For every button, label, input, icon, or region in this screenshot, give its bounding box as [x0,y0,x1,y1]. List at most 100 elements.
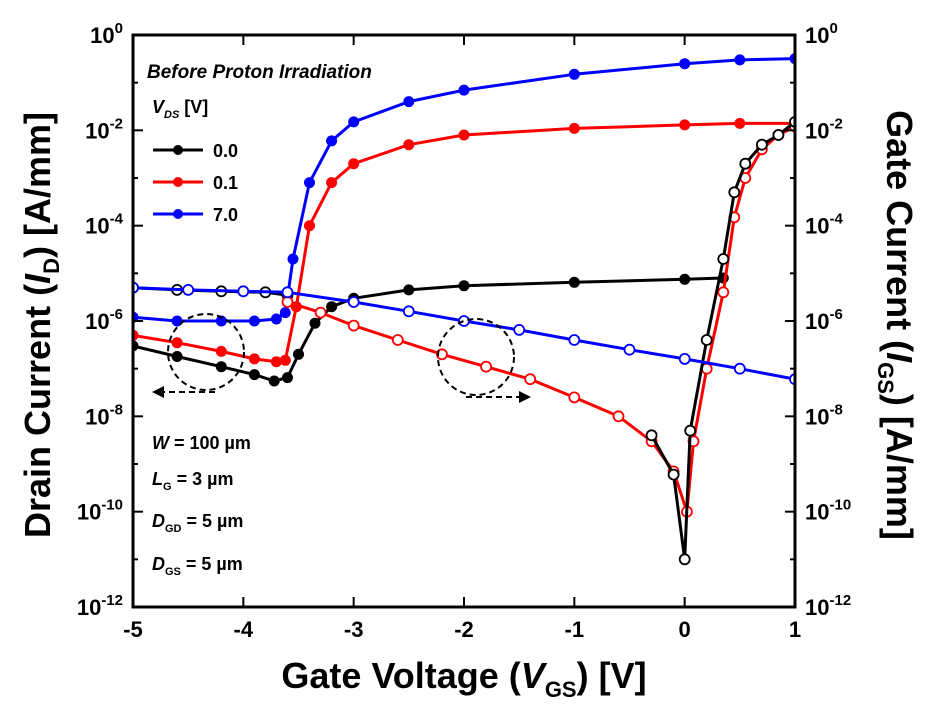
y-tick-label-right: 10-4 [805,211,843,239]
chart-title: Before Proton Irradiation [147,62,372,83]
y-left-var: I [17,273,58,284]
data-point [403,139,415,151]
legend-header-unit: [V] [179,97,208,117]
dashed-circle-left [167,313,245,391]
device-params: W = 100 µm LG = 3 µm DGD = 5 µm DGS = 5 … [152,433,251,578]
y-tick-label-left: 10-2 [85,115,123,143]
y-tick-label-right: 10-6 [805,306,843,334]
series-drain-0.0 [133,272,729,387]
data-point [568,68,580,80]
series-gate-0.1 [281,120,795,518]
x-tick-label: -3 [344,617,364,642]
x-tick-label: -2 [454,617,474,642]
x-tick-label: -4 [234,617,254,642]
data-point [679,273,691,285]
data-point [304,177,315,189]
data-point [568,276,580,288]
legend-marker-0 [173,145,183,155]
series-line [133,286,795,381]
data-point [281,296,294,308]
legend-entry-0: 0.0 [153,141,238,161]
data-point [645,429,658,442]
data-point [568,391,581,404]
data-point [679,119,691,131]
data-point [684,424,697,437]
data-point [678,553,691,566]
legend-header-var: V [152,97,166,117]
data-point [679,58,691,70]
series-drain-0.1 [133,117,795,368]
y-right-prefix: Gate Current ( [879,110,920,352]
ticks-layer: -5 -4 -3 -2 -1 0 1 100 100 10-2 10-2 10-4 10-4 10-6 10… [77,20,851,642]
data-point [287,253,299,265]
data-point [435,348,448,361]
data-point [270,356,282,368]
data-point [326,177,338,189]
y-tick-label-left: 10-4 [85,211,123,239]
data-point [458,84,470,96]
param-w: W = 100 µm [152,433,251,453]
y-axis-title-right: Gate Current (IGS) [A/mm] [873,110,920,540]
data-point [237,285,250,298]
y-tick-label-left: 10-6 [85,306,123,334]
x-title-sub: GS [545,677,577,702]
data-point [215,345,227,357]
data-point [756,138,768,151]
legend-header: VDS [V] [152,97,208,121]
data-point [215,361,227,373]
data-point [248,315,260,327]
arrow-right-head [519,391,531,403]
data-point [568,334,581,346]
x-tick-label: 1 [789,617,801,642]
data-point [667,468,680,481]
param-w-var: W [152,433,171,453]
data-point [347,296,360,308]
y-tick-label-right: 10-12 [805,592,851,620]
y-tick-label-left: 10-8 [85,401,123,429]
data-point [403,96,415,108]
legend-marker-2 [173,209,183,219]
y-right-var: I [879,352,920,363]
data-point [513,323,526,336]
y-left-sub: D [39,258,64,274]
data-point [458,129,470,141]
series-line [133,121,795,364]
data-point [772,129,785,141]
data-point [171,351,183,362]
param-lg: LG = 3 µm [152,469,233,493]
data-point [304,220,315,232]
data-point [182,283,195,296]
data-point [458,315,470,327]
x-title-var: V [521,655,548,696]
param-dgs-var: D [152,554,165,574]
param-dgs: DGS = 5 µm [152,554,243,578]
x-title-prefix: Gate Voltage ( [281,655,520,696]
data-point [347,319,360,332]
param-dgs-sub: GS [165,566,181,578]
data-point [391,334,404,346]
data-point [309,317,321,329]
data-point [568,122,580,134]
data-point [734,54,746,66]
y-axis-title-left: Drain Current (ID) [A/mm] [17,112,64,538]
y-tick-label-left: 10-12 [77,592,123,620]
y-tick-label-left: 10-10 [77,497,123,525]
legend-marker-1 [173,177,183,187]
legend-label-2: 7.0 [213,205,238,225]
param-dgd-var: D [152,511,165,531]
series-gate-0.0 [645,116,795,566]
y-left-suffix: ) [A/mm] [17,112,58,258]
y-tick-label-right: 10-10 [805,497,851,525]
y-tick-label-right: 10-8 [805,401,843,429]
data-point [678,352,691,365]
dashed-circle-right [437,318,515,396]
param-dgd-text: = 5 µm [182,511,244,531]
param-lg-text: = 3 µm [172,469,234,489]
data-point [348,116,360,128]
data-point [279,354,291,366]
series-gate-7.0 [133,281,795,386]
data-point [348,158,360,170]
data-point [623,343,636,356]
arrow-left-head [152,386,164,398]
data-point [524,373,537,386]
